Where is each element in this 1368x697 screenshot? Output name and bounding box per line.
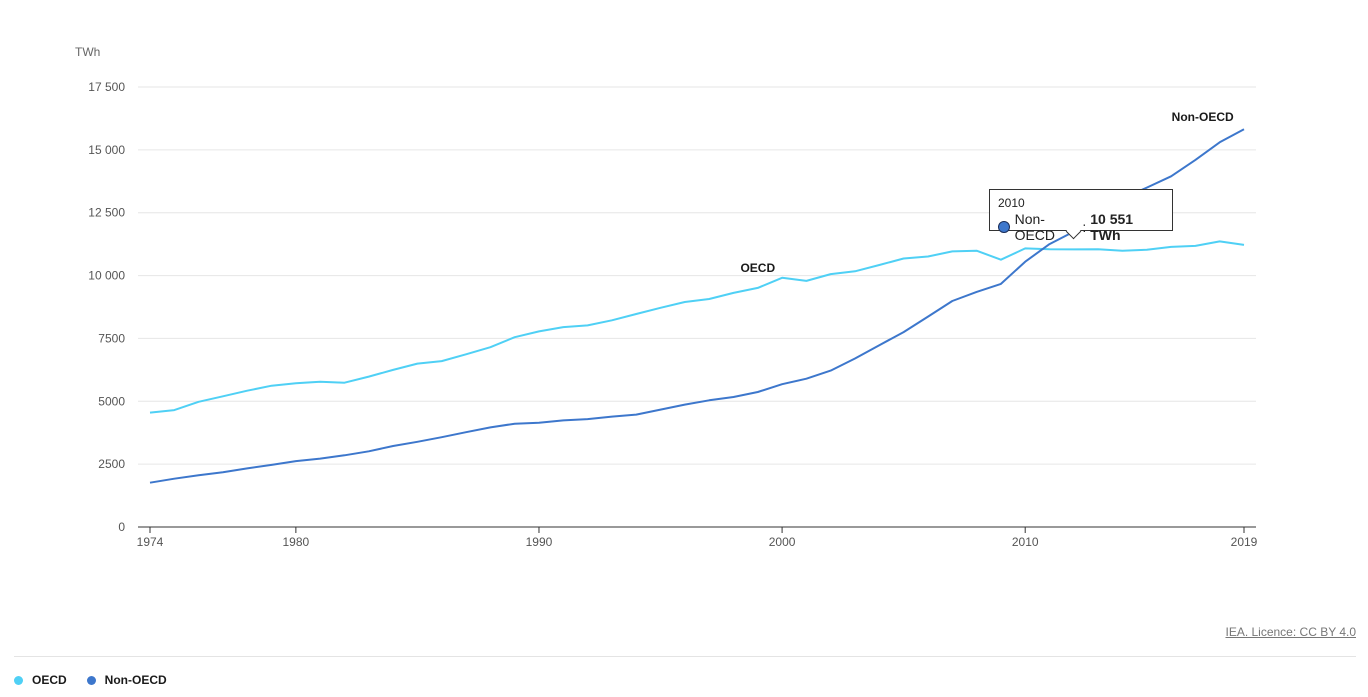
- y-tick-label-0: 0: [118, 520, 125, 534]
- y-tick-label-17500: 17 500: [88, 80, 125, 94]
- y-tick-label-7500: 7500: [98, 331, 125, 345]
- x-tick-label-1980: 1980: [283, 535, 310, 549]
- legend-dot-oecd: [14, 675, 23, 685]
- x-tick-label-2019: 2019: [1231, 535, 1258, 549]
- legend-item-oecd[interactable]: OECD: [14, 673, 67, 687]
- grid-lines: [138, 86, 1256, 465]
- legend-dot-non-oecd: [86, 675, 96, 685]
- tooltip-row: Non-OECD: 10 551 TWh: [998, 211, 1164, 243]
- tooltip-series-dot: [998, 221, 1010, 233]
- series-line-oecd[interactable]: [149, 240, 1245, 414]
- series-line-non-oecd[interactable]: [149, 128, 1245, 484]
- tooltip-year: 2010: [998, 196, 1025, 210]
- y-tick-label-15000: 15 000: [88, 143, 125, 157]
- annotation-oecd: OECD: [740, 261, 775, 275]
- legend-divider: [14, 656, 1356, 657]
- line-chart: 0 2500 5000 7500 10 000 12 500 15 000 17 500 19…: [75, 45, 1258, 549]
- y-tick-label-10000: 10 000: [88, 269, 125, 283]
- x-tick-label-1990: 1990: [526, 535, 553, 549]
- annotation-non-oecd: Non-OECD: [1172, 110, 1234, 124]
- legend: OECD Non-OECD: [14, 673, 167, 687]
- legend-label-non-oecd: Non-OECD: [104, 673, 167, 687]
- tooltip-series-name: Non-OECD: [1014, 211, 1056, 243]
- legend-item-non-oecd[interactable]: Non-OECD: [86, 673, 167, 687]
- legend-label-oecd: OECD: [32, 673, 67, 687]
- source-licence-link[interactable]: IEA. Licence: CC BY 4.0: [1225, 625, 1356, 639]
- x-axis: 1974 1980 1990 2000 2010 2019: [137, 526, 1258, 549]
- series-annotations: OECD Non-OECD: [740, 110, 1234, 275]
- x-tick-label-2000: 2000: [769, 535, 796, 549]
- x-tick-label-1974: 1974: [137, 535, 164, 549]
- tooltip-value: 10 551 TWh: [1090, 211, 1134, 243]
- y-tick-label-5000: 5000: [98, 394, 125, 408]
- chart-tooltip: 2010 Non-OECD: 10 551 TWh: [989, 189, 1173, 243]
- series-lines: [149, 128, 1245, 484]
- x-tick-label-2010: 2010: [1012, 535, 1039, 549]
- y-axis-unit-label: TWh: [75, 45, 100, 59]
- y-tick-label-12500: 12 500: [88, 206, 125, 220]
- y-axis: 0 2500 5000 7500 10 000 12 500 15 000 17 500: [88, 80, 125, 534]
- y-tick-label-2500: 2500: [98, 457, 125, 471]
